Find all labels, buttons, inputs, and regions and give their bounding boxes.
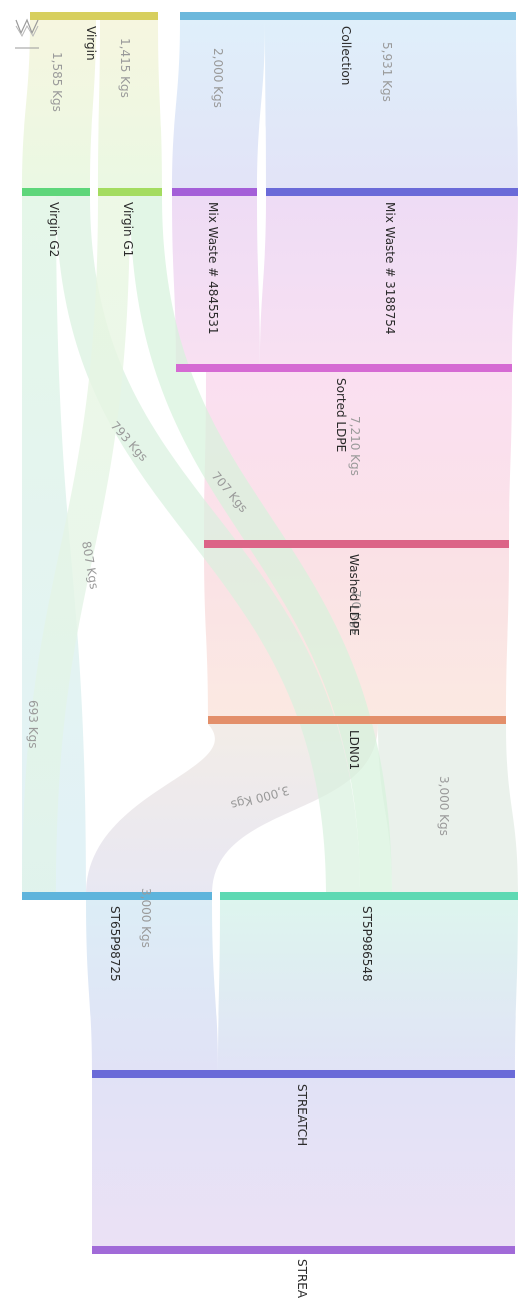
flows	[22, 20, 518, 1246]
node-bar-streatch[interactable]	[92, 1070, 515, 1078]
node-bar-virgin-g2[interactable]	[22, 188, 90, 196]
node-label-sorted-ldpe: Sorted LDPE	[334, 378, 348, 452]
zigzag-menu-icon[interactable]	[15, 18, 39, 49]
node-bar-sorted-ldpe[interactable]	[176, 364, 512, 372]
flow-label-washed-to-ldn01: 7,0 Kgs	[349, 590, 363, 635]
node-label-collection: Collection	[339, 26, 353, 85]
flow-label-collection-to-3188754: 5,931 Kgs	[380, 42, 394, 102]
flow-streatch-to-strea[interactable]	[92, 1078, 515, 1246]
nodes	[22, 12, 518, 1254]
flow-g1-to-st65[interactable]	[22, 196, 130, 894]
flow-label-sorted-to-washed: 7,210 Kgs	[348, 416, 362, 476]
flow-ldn01-to-st5p[interactable]	[378, 724, 518, 894]
flow-label-ldn01-to-st5p: 3,000 Kgs	[437, 776, 451, 836]
flow-label-virgin-to-g2: 1,585 Kgs	[50, 52, 64, 112]
flow-st65-to-streatch[interactable]	[86, 900, 218, 1072]
node-label-virgin-g1: Virgin G1	[121, 202, 135, 257]
node-label-washed-ldpe: Washed LDPE	[347, 554, 361, 636]
flow-label-collection-to-4845531: 2,000 Kgs	[211, 48, 225, 108]
flow-label-st65-to-streatch: 3,000 Kgs	[139, 888, 153, 948]
node-labels: Virgin Collection Virgin G2 Virgin G1 Mi…	[47, 26, 397, 1299]
flow-mix-3188754-to-sorted[interactable]	[260, 196, 518, 366]
node-bar-virgin-g1[interactable]	[98, 188, 162, 196]
flow-label-virgin-to-g1: 1,415 Kgs	[118, 38, 132, 98]
node-bar-washed-ldpe[interactable]	[204, 540, 509, 548]
node-bar-strea[interactable]	[92, 1246, 515, 1254]
node-label-strea: STREA	[295, 1259, 309, 1299]
node-bar-ldn01[interactable]	[208, 716, 506, 724]
node-label-virgin-g2: Virgin G2	[47, 202, 61, 257]
node-label-mix-4845531: Mix Waste # 4845531	[206, 202, 220, 335]
flow-sorted-to-washed[interactable]	[204, 372, 512, 542]
node-bar-mix-3188754[interactable]	[266, 188, 518, 196]
node-label-st65p98725: ST65P98725	[108, 906, 122, 982]
flow-ldn01-to-st65[interactable]	[86, 724, 378, 894]
flow-st5p-to-streatch[interactable]	[218, 900, 518, 1072]
node-bar-mix-4845531[interactable]	[172, 188, 257, 196]
node-bar-st5p986548[interactable]	[220, 892, 518, 900]
node-bar-virgin[interactable]	[30, 12, 158, 20]
flow-mix-4845531-to-sorted[interactable]	[172, 196, 260, 366]
flow-virgin-to-g1[interactable]	[98, 20, 162, 190]
node-label-st5p986548: ST5P986548	[360, 906, 374, 982]
flow-label-g2-to-st65: 693 Kgs	[26, 700, 40, 748]
flow-collection-to-mix-3188754[interactable]	[265, 20, 518, 190]
flow-virgin-to-g2[interactable]	[22, 20, 96, 190]
node-label-mix-3188754: Mix Waste # 3188754	[383, 202, 397, 335]
node-bar-collection[interactable]	[180, 12, 516, 20]
node-label-ldn01: LDN01	[347, 730, 361, 770]
node-label-virgin: Virgin	[84, 26, 98, 61]
flow-collection-to-mix-4845531[interactable]	[172, 20, 265, 190]
node-label-streatch: STREATCH	[295, 1084, 309, 1146]
node-bar-st65p98725[interactable]	[22, 892, 212, 900]
